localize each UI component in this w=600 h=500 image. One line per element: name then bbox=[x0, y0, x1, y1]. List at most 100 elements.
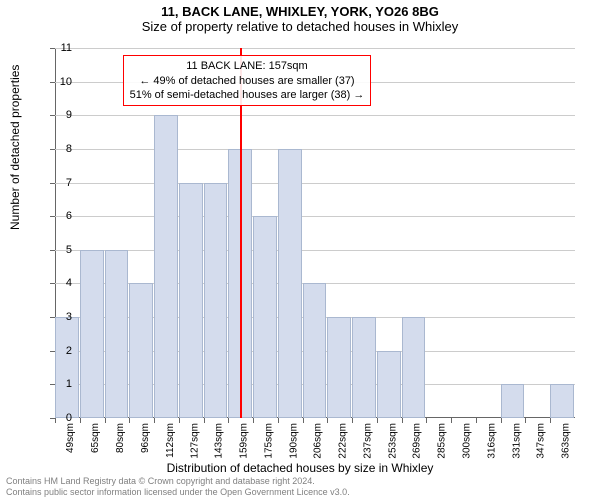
x-tick-mark bbox=[80, 418, 81, 423]
gridline bbox=[55, 115, 575, 116]
x-tick-text: 112sqm bbox=[164, 423, 175, 458]
x-tick-wrap: 127sqm bbox=[188, 423, 189, 424]
gridline bbox=[55, 216, 575, 217]
x-tick-text: 316sqm bbox=[486, 423, 497, 459]
x-tick-text: 206sqm bbox=[313, 423, 324, 459]
annotation-line: 11 BACK LANE: 157sqm bbox=[130, 59, 365, 73]
x-tick-wrap: 206sqm bbox=[312, 423, 313, 424]
x-tick-text: 331sqm bbox=[511, 423, 522, 459]
y-axis-label: Number of detached properties bbox=[8, 65, 22, 230]
x-tick-wrap: 347sqm bbox=[535, 423, 536, 424]
x-tick-text: 269sqm bbox=[412, 423, 423, 459]
x-tick-mark bbox=[451, 418, 452, 423]
x-tick-wrap: 112sqm bbox=[163, 423, 164, 424]
x-tick-wrap: 96sqm bbox=[139, 423, 140, 424]
histogram-bar bbox=[303, 283, 327, 418]
x-tick-wrap: 331sqm bbox=[510, 423, 511, 424]
histogram-bar bbox=[253, 216, 277, 418]
y-tick-label: 1 bbox=[52, 378, 72, 390]
x-tick-mark bbox=[105, 418, 106, 423]
x-tick-text: 80sqm bbox=[115, 423, 126, 453]
x-tick-text: 49sqm bbox=[65, 423, 76, 453]
x-tick-wrap: 363sqm bbox=[560, 423, 561, 424]
x-tick-text: 253sqm bbox=[387, 423, 398, 459]
y-tick-label: 7 bbox=[52, 177, 72, 189]
y-tick-label: 2 bbox=[52, 345, 72, 357]
histogram-bar bbox=[352, 317, 376, 418]
histogram-bar bbox=[550, 384, 574, 418]
x-tick-text: 96sqm bbox=[140, 423, 151, 453]
x-tick-text: 363sqm bbox=[561, 423, 572, 459]
x-tick-text: 127sqm bbox=[189, 423, 200, 459]
annotation-line: 51% of semi-detached houses are larger (… bbox=[130, 88, 365, 102]
histogram-bar bbox=[501, 384, 525, 418]
chart-plot-area: 11 BACK LANE: 157sqm← 49% of detached ho… bbox=[55, 48, 575, 418]
x-tick-text: 143sqm bbox=[214, 423, 225, 459]
x-tick-mark bbox=[352, 418, 353, 423]
x-tick-text: 175sqm bbox=[263, 423, 274, 459]
x-tick-text: 347sqm bbox=[536, 423, 547, 459]
histogram-bar bbox=[129, 283, 153, 418]
x-tick-mark bbox=[476, 418, 477, 423]
y-tick-label: 3 bbox=[52, 311, 72, 323]
x-tick-wrap: 80sqm bbox=[114, 423, 115, 424]
x-tick-mark bbox=[402, 418, 403, 423]
x-tick-mark bbox=[253, 418, 254, 423]
x-tick-text: 300sqm bbox=[462, 423, 473, 459]
x-tick-wrap: 253sqm bbox=[386, 423, 387, 424]
x-tick-text: 159sqm bbox=[239, 423, 250, 459]
x-tick-wrap: 175sqm bbox=[262, 423, 263, 424]
x-tick-mark bbox=[550, 418, 551, 423]
x-tick-text: 222sqm bbox=[338, 423, 349, 459]
plot-region: 11 BACK LANE: 157sqm← 49% of detached ho… bbox=[55, 48, 575, 418]
x-tick-mark bbox=[426, 418, 427, 423]
gridline bbox=[55, 250, 575, 251]
y-tick-label: 8 bbox=[52, 143, 72, 155]
footer-line-1: Contains HM Land Registry data © Crown c… bbox=[6, 476, 350, 487]
histogram-bar bbox=[377, 351, 401, 418]
y-tick-label: 5 bbox=[52, 244, 72, 256]
x-tick-wrap: 285sqm bbox=[436, 423, 437, 424]
x-tick-mark bbox=[204, 418, 205, 423]
x-tick-mark bbox=[501, 418, 502, 423]
histogram-bar bbox=[278, 149, 302, 418]
y-tick-label: 11 bbox=[52, 42, 72, 54]
x-tick-wrap: 49sqm bbox=[64, 423, 65, 424]
x-tick-text: 65sqm bbox=[90, 423, 101, 453]
histogram-bar bbox=[154, 115, 178, 418]
x-tick-text: 190sqm bbox=[288, 423, 299, 459]
x-tick-wrap: 143sqm bbox=[213, 423, 214, 424]
y-tick-label: 6 bbox=[52, 210, 72, 222]
histogram-bar bbox=[55, 317, 79, 418]
x-tick-mark bbox=[303, 418, 304, 423]
x-tick-mark bbox=[278, 418, 279, 423]
y-tick-label: 10 bbox=[52, 76, 72, 88]
x-tick-wrap: 190sqm bbox=[287, 423, 288, 424]
x-tick-text: 285sqm bbox=[437, 423, 448, 459]
gridline bbox=[55, 183, 575, 184]
histogram-bar bbox=[327, 317, 351, 418]
histogram-bar bbox=[179, 183, 203, 418]
histogram-bar bbox=[80, 250, 104, 418]
x-tick-text: 237sqm bbox=[363, 423, 374, 459]
gridline bbox=[55, 149, 575, 150]
x-tick-wrap: 316sqm bbox=[485, 423, 486, 424]
gridline bbox=[55, 48, 575, 49]
footer-line-2: Contains public sector information licen… bbox=[6, 487, 350, 498]
annotation-line: ← 49% of detached houses are smaller (37… bbox=[130, 74, 365, 88]
x-tick-wrap: 159sqm bbox=[238, 423, 239, 424]
x-axis-label: Distribution of detached houses by size … bbox=[0, 461, 600, 475]
title-address: 11, BACK LANE, WHIXLEY, YORK, YO26 8BG bbox=[0, 4, 600, 19]
chart-titles: 11, BACK LANE, WHIXLEY, YORK, YO26 8BG S… bbox=[0, 0, 600, 34]
annotation-box: 11 BACK LANE: 157sqm← 49% of detached ho… bbox=[123, 55, 372, 106]
x-tick-wrap: 222sqm bbox=[337, 423, 338, 424]
y-tick-label: 4 bbox=[52, 277, 72, 289]
y-tick-label: 9 bbox=[52, 109, 72, 121]
x-tick-mark bbox=[525, 418, 526, 423]
x-tick-mark bbox=[377, 418, 378, 423]
histogram-bar bbox=[105, 250, 129, 418]
x-tick-wrap: 300sqm bbox=[461, 423, 462, 424]
histogram-bar bbox=[204, 183, 228, 418]
x-tick-wrap: 237sqm bbox=[362, 423, 363, 424]
x-tick-wrap: 269sqm bbox=[411, 423, 412, 424]
